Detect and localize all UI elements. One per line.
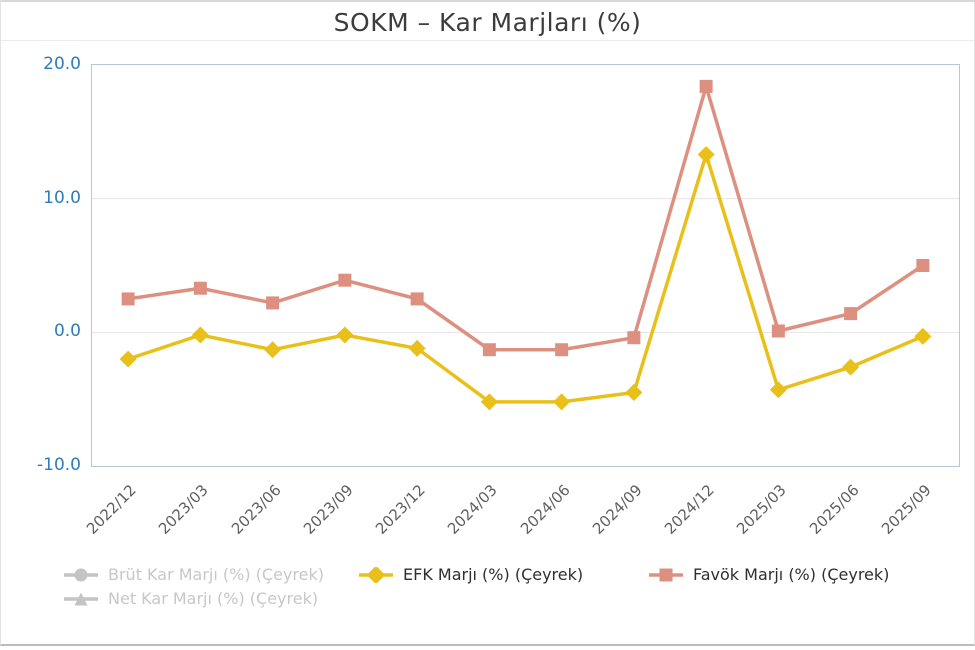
legend-item-favok-marji[interactable]: Favök Marjı (%) (Çeyrek) [648, 564, 889, 586]
triangle-marker-icon [63, 591, 99, 607]
legend-label: Brüt Kar Marjı (%) (Çeyrek) [108, 565, 324, 584]
square-marker-icon [648, 567, 684, 583]
legend-item-efk-marji[interactable]: EFK Marjı (%) (Çeyrek) [358, 564, 583, 586]
legend-label: Favök Marjı (%) (Çeyrek) [693, 565, 890, 584]
circle-marker-icon [63, 567, 99, 583]
title-divider [1, 40, 974, 41]
plot-area[interactable] [91, 64, 960, 467]
legend-item-brut-kar-marji[interactable]: Brüt Kar Marjı (%) (Çeyrek) [63, 564, 324, 586]
y-tick-label: -10.0 [37, 455, 81, 475]
y-tick-label: 20.0 [43, 54, 81, 74]
chart-title: SOKM – Kar Marjları (%) [333, 8, 642, 37]
legend-label: Net Kar Marjı (%) (Çeyrek) [108, 589, 319, 608]
y-tick-label: 10.0 [43, 187, 81, 208]
y-tick-label: 0.0 [53, 321, 81, 342]
diamond-marker-icon [358, 565, 394, 585]
legend: Brüt Kar Marjı (%) (Çeyrek) Net Kar Marj… [1, 558, 974, 618]
legend-item-net-kar-marji[interactable]: Net Kar Marjı (%) (Çeyrek) [63, 588, 318, 610]
legend-label: EFK Marjı (%) (Çeyrek) [403, 565, 584, 584]
